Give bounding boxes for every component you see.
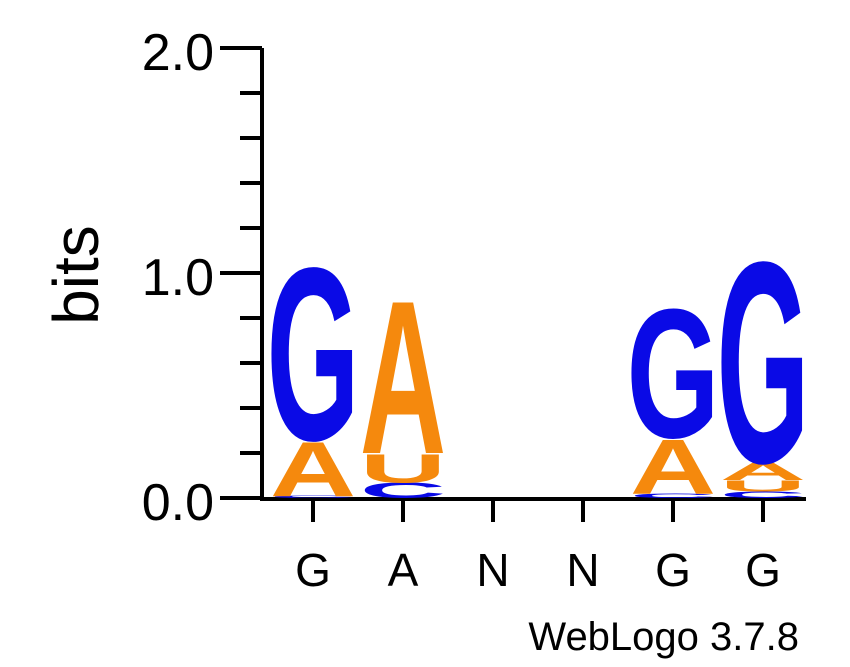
y-tick-label-1: 1.0 (142, 249, 214, 307)
glyph-c-pos2: C (360, 478, 446, 502)
y-ticks (220, 46, 262, 500)
glyph-u-pos6: U (720, 477, 806, 494)
glyph-c-pos6: C (720, 489, 806, 500)
glyph-a-pos1: A (270, 426, 356, 513)
glyph-a-pos6: A (720, 458, 806, 486)
y-tick-label-2: 2.0 (142, 24, 214, 82)
y-tick-label-0: 0.0 (142, 474, 214, 532)
glyph-u-pos2: U (360, 445, 446, 491)
position-label-2: A (388, 544, 419, 596)
y-axis: 0.0 1.0 2.0 bits (40, 24, 264, 532)
glyph-a-pos5: A (630, 424, 716, 511)
y-axis-title: bits (40, 225, 112, 325)
x-ticks (311, 499, 765, 522)
glyph-g-pos5: G (627, 270, 720, 477)
position-label-5: G (655, 544, 691, 596)
glyph-c-pos5: C (630, 492, 716, 499)
position-label-6: G (745, 544, 781, 596)
weblogo-credit: WebLogo 3.7.8 (528, 615, 799, 659)
position-label-4: N (566, 544, 599, 596)
position-label-3: N (476, 544, 509, 596)
glyph-c-pos1: C (270, 495, 356, 498)
glyph-a-pos2: A (360, 256, 446, 501)
glyph-g-pos1: G (267, 217, 360, 493)
position-label-1: G (295, 544, 331, 596)
glyph-g-pos6: G (717, 202, 810, 523)
